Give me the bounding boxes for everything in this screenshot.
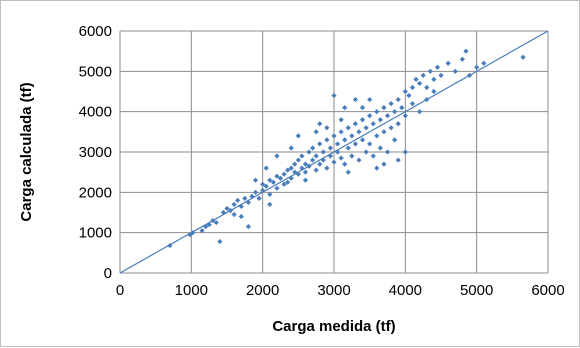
- x-tick-label: 2000: [246, 282, 279, 299]
- y-tick-labels: 0 1000 2000 3000 4000 5000 6000: [79, 23, 112, 282]
- y-tick-label: 2000: [79, 184, 112, 201]
- y-tick-label: 0: [104, 265, 112, 282]
- y-tick-label: 1000: [79, 225, 112, 242]
- x-tick-labels: 0 1000 2000 3000 4000 5000 6000: [116, 282, 565, 299]
- x-tick-label: 1000: [175, 282, 208, 299]
- x-tick-label: 0: [116, 282, 124, 299]
- y-tick-label: 6000: [79, 23, 112, 40]
- y-tick-label: 4000: [79, 104, 112, 121]
- x-tick-label: 4000: [389, 282, 422, 299]
- y-tick-label: 3000: [79, 144, 112, 161]
- x-axis-title: Carga medida (tf): [272, 318, 395, 335]
- y-tick-label: 5000: [79, 63, 112, 80]
- x-tick-label: 3000: [317, 282, 350, 299]
- x-tick-label: 6000: [531, 282, 564, 299]
- y-axis-title: Carga calculada (tf): [18, 82, 35, 221]
- x-tick-label: 5000: [460, 282, 493, 299]
